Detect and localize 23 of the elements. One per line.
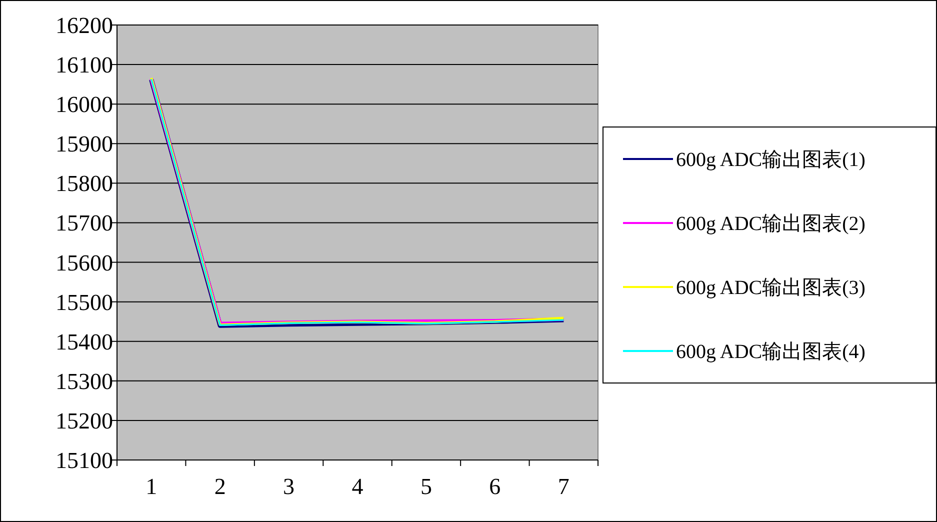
y-tick-label: 15700: [56, 210, 113, 236]
legend-label: 600g ADC输出图表(4): [676, 341, 866, 363]
x-tick-label: 2: [214, 474, 226, 499]
y-tick-label: 15400: [56, 329, 113, 354]
y-tick-label: 16200: [56, 13, 113, 38]
y-tick-label: 15900: [56, 132, 113, 157]
y-tick-label: 16100: [56, 52, 113, 78]
x-tick-label: 1: [146, 474, 158, 499]
y-tick-label: 15500: [56, 290, 113, 315]
y-tick-label: 15200: [56, 408, 113, 434]
y-tick-label: 15800: [56, 171, 113, 196]
legend-label: 600g ADC输出图表(1): [676, 149, 866, 171]
y-tick-label: 15100: [56, 448, 113, 473]
legend-label: 600g ADC输出图表(2): [676, 213, 866, 235]
x-tick-label: 4: [352, 474, 364, 499]
y-tick-label: 15600: [56, 250, 113, 276]
legend-label: 600g ADC输出图表(3): [676, 277, 866, 299]
x-tick-label: 3: [283, 474, 295, 499]
x-tick-label: 5: [420, 474, 432, 499]
y-tick-label: 16000: [56, 92, 113, 118]
x-tick-label: 6: [489, 474, 501, 499]
y-tick-label: 15300: [56, 368, 113, 394]
x-tick-label: 7: [558, 474, 570, 499]
